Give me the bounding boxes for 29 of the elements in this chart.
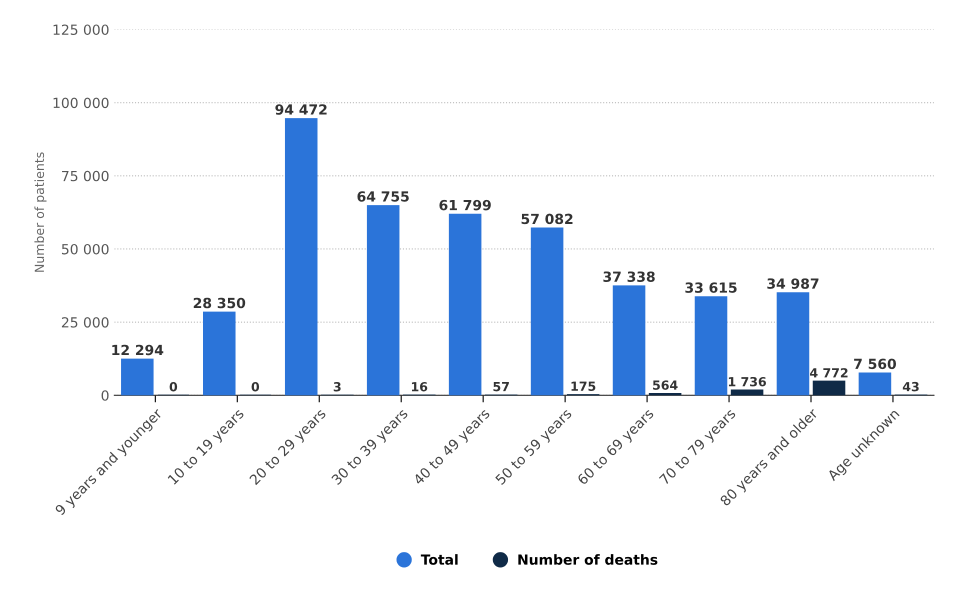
- data-label: 33 615: [685, 282, 737, 293]
- data-label: 564: [653, 380, 678, 390]
- data-label: 4 772: [810, 368, 848, 378]
- y-tick-label: 75 000: [62, 170, 109, 182]
- y-tick-label: 0: [102, 390, 109, 401]
- data-label: 1 736: [728, 376, 766, 386]
- data-label: 0: [252, 382, 260, 392]
- data-label: 7 560: [854, 358, 896, 370]
- data-label: 37 338: [603, 271, 655, 282]
- legend-label: Number of deaths: [518, 554, 658, 565]
- data-label: 0: [170, 382, 178, 392]
- y-axis-title: Number of patients: [34, 152, 47, 272]
- data-label: 57: [493, 382, 509, 392]
- y-tick-label: 100 000: [54, 98, 109, 108]
- data-label: 64 755: [357, 191, 409, 202]
- data-label: 34 987: [767, 278, 818, 289]
- data-label: 43: [902, 382, 919, 392]
- data-label: 175: [572, 382, 596, 391]
- y-tick-label: 25 000: [62, 317, 109, 328]
- data-label: 12 294: [112, 344, 164, 356]
- legend-label: Total: [420, 554, 458, 565]
- y-tick-label: 125 000: [54, 24, 109, 35]
- data-label: 61 799: [439, 200, 491, 210]
- data-label: 94 472: [275, 104, 327, 115]
- data-label: 3: [334, 382, 341, 392]
- y-tick-label: 50 000: [62, 244, 109, 254]
- data-label: 28 350: [194, 298, 246, 308]
- data-label: 57 082: [522, 214, 572, 224]
- data-label: 16: [412, 382, 428, 392]
